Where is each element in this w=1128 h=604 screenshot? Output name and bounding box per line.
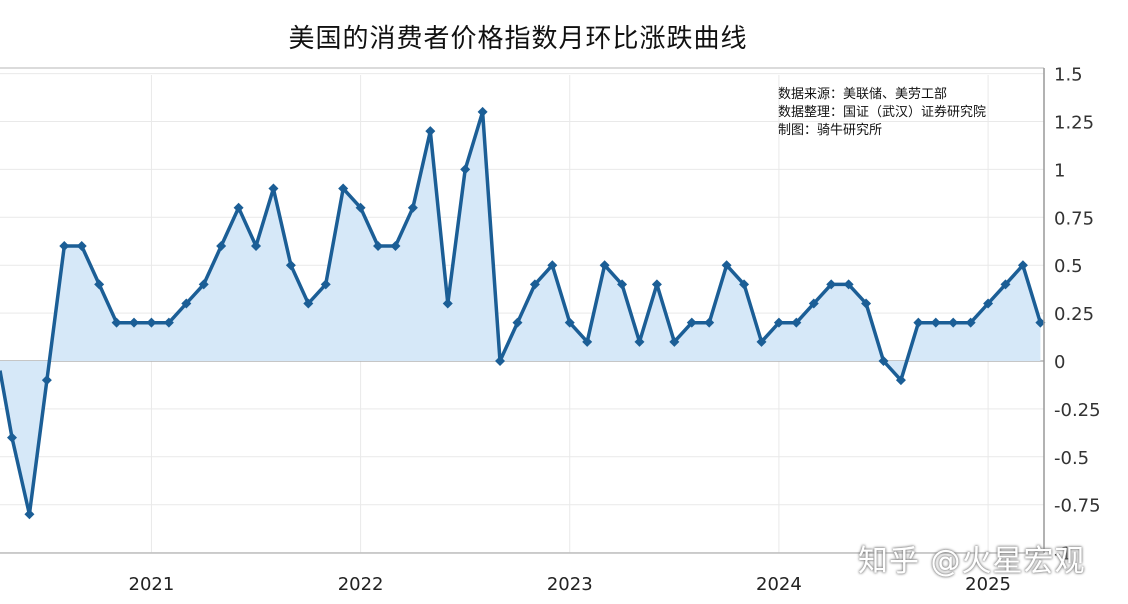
data-point bbox=[407, 202, 418, 213]
data-point bbox=[529, 279, 540, 290]
data-point bbox=[930, 317, 941, 328]
data-point bbox=[791, 317, 802, 328]
x-tick-labels: 2021 2022 2023 2024 2025 bbox=[129, 574, 1011, 595]
x-tick-label: 2024 bbox=[756, 574, 802, 595]
data-point bbox=[355, 202, 366, 213]
data-point bbox=[756, 336, 767, 347]
data-point bbox=[181, 298, 192, 309]
data-point bbox=[216, 241, 227, 252]
data-point bbox=[878, 356, 889, 366]
markers bbox=[7, 106, 1046, 520]
data-point bbox=[338, 183, 349, 194]
data-point bbox=[111, 317, 122, 328]
area-fill bbox=[0, 111, 1041, 515]
data-point bbox=[268, 183, 279, 194]
data-point bbox=[895, 375, 906, 386]
y-tick-label: 1 bbox=[1054, 160, 1065, 181]
y-tick-labels: 1.5 1.25 1 0.75 0.5 0.25 0 -0.25 -0.5 -0.75 -1 bbox=[1054, 65, 1101, 565]
data-point bbox=[739, 279, 750, 290]
data-point bbox=[320, 279, 331, 290]
data-point bbox=[460, 164, 471, 175]
data-point bbox=[1017, 260, 1028, 271]
data-point bbox=[7, 432, 17, 443]
y-tick-label: -0.75 bbox=[1054, 496, 1101, 517]
source-note: 数据整理：国证（武汉）证券研究院 bbox=[778, 104, 986, 120]
data-point bbox=[251, 241, 262, 252]
data-point bbox=[24, 509, 35, 520]
data-point bbox=[41, 375, 52, 386]
data-point bbox=[1000, 279, 1011, 290]
x-tick-label: 2023 bbox=[547, 574, 593, 595]
watermark: 知乎 @火星宏观 bbox=[858, 544, 1086, 579]
source-note: 数据来源：美联储、美劳工部 bbox=[778, 86, 947, 102]
y-tick-label: 0.5 bbox=[1054, 256, 1083, 277]
data-point bbox=[948, 317, 959, 328]
data-point bbox=[233, 202, 244, 213]
data-point bbox=[495, 356, 506, 366]
y-tick-label: 0.75 bbox=[1054, 208, 1094, 229]
y-tick-label: -0.25 bbox=[1054, 400, 1101, 421]
data-point bbox=[843, 279, 854, 290]
data-point bbox=[425, 126, 436, 137]
data-point bbox=[599, 260, 610, 271]
data-point bbox=[512, 317, 523, 328]
y-tick-label: 0.25 bbox=[1054, 304, 1094, 325]
data-point bbox=[861, 298, 872, 309]
y-tick-label: 0 bbox=[1054, 352, 1065, 373]
data-point bbox=[704, 317, 715, 328]
y-tick-label: 1.25 bbox=[1054, 113, 1094, 134]
data-point bbox=[651, 279, 662, 290]
data-point bbox=[913, 317, 924, 328]
data-point bbox=[686, 317, 697, 328]
y-tick-label: -0.5 bbox=[1054, 448, 1089, 469]
data-point bbox=[721, 260, 732, 271]
x-tick-label: 2022 bbox=[338, 574, 384, 595]
data-point bbox=[146, 317, 157, 328]
data-point bbox=[773, 317, 784, 328]
source-notes: 数据来源：美联储、美劳工部 数据整理：国证（武汉）证券研究院 制图：骑牛研究所 bbox=[778, 86, 986, 138]
data-point bbox=[983, 298, 994, 309]
data-point bbox=[442, 298, 453, 309]
data-point bbox=[547, 260, 558, 271]
data-point bbox=[198, 279, 209, 290]
x-tick-label: 2021 bbox=[129, 574, 175, 595]
data-point bbox=[390, 241, 401, 252]
data-point bbox=[477, 106, 488, 117]
data-point bbox=[1035, 317, 1046, 328]
data-point bbox=[285, 260, 296, 271]
data-point bbox=[59, 241, 70, 252]
data-point bbox=[965, 317, 976, 328]
data-point bbox=[582, 336, 593, 347]
x-tick-label: 2025 bbox=[965, 574, 1011, 595]
data-point bbox=[826, 279, 837, 290]
data-point bbox=[373, 241, 384, 252]
data-point bbox=[303, 298, 314, 309]
y-tick-label: -1 bbox=[1054, 544, 1072, 565]
data-point bbox=[76, 241, 87, 252]
data-point bbox=[617, 279, 628, 290]
y-tick-label: 1.5 bbox=[1054, 65, 1083, 86]
data-point bbox=[94, 279, 105, 290]
data-point bbox=[808, 298, 819, 309]
chart-title: 美国的消费者价格指数月环比涨跌曲线 bbox=[288, 24, 748, 54]
data-point bbox=[634, 336, 645, 347]
data-point bbox=[669, 336, 680, 347]
data-point bbox=[564, 317, 575, 328]
data-point bbox=[163, 317, 174, 328]
source-note: 制图：骑牛研究所 bbox=[778, 123, 882, 138]
data-point bbox=[129, 317, 140, 328]
